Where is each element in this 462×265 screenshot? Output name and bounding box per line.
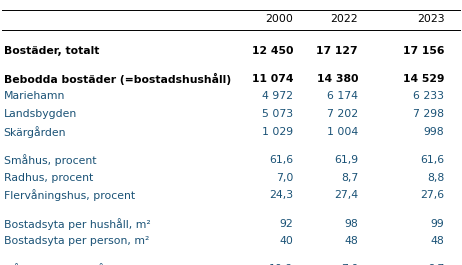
Text: 1 004: 1 004 <box>327 127 358 137</box>
Text: 8,7: 8,7 <box>341 173 358 183</box>
Text: 1 029: 1 029 <box>262 127 293 137</box>
Text: 14 380: 14 380 <box>316 74 358 84</box>
Text: 12 450: 12 450 <box>252 46 293 56</box>
Text: 27,6: 27,6 <box>420 191 444 200</box>
Text: 7,0: 7,0 <box>340 264 358 265</box>
Text: 2022: 2022 <box>330 14 358 24</box>
Text: 48: 48 <box>344 236 358 246</box>
Text: 61,9: 61,9 <box>334 155 358 165</box>
Text: 8,8: 8,8 <box>427 173 444 183</box>
Text: 17 156: 17 156 <box>403 46 444 56</box>
Text: 4 972: 4 972 <box>262 91 293 101</box>
Text: Flervåningshus, procent: Flervåningshus, procent <box>4 189 135 201</box>
Text: Skärgården: Skärgården <box>4 126 66 138</box>
Text: 998: 998 <box>424 127 444 137</box>
Text: 6 174: 6 174 <box>327 91 358 101</box>
Text: 7,0: 7,0 <box>276 173 293 183</box>
Text: 10,9: 10,9 <box>269 264 293 265</box>
Text: Bostadsyta per hushåll, m²: Bostadsyta per hushåll, m² <box>4 218 151 229</box>
Text: Bostäder, totalt: Bostäder, totalt <box>4 46 99 56</box>
Text: 2000: 2000 <box>266 14 293 24</box>
Text: 99: 99 <box>431 219 444 229</box>
Text: 7 298: 7 298 <box>413 109 444 119</box>
Text: 11 074: 11 074 <box>252 74 293 84</box>
Text: 17 127: 17 127 <box>316 46 358 56</box>
Text: Mariehamn: Mariehamn <box>4 91 65 101</box>
Text: 5 073: 5 073 <box>262 109 293 119</box>
Text: 14 529: 14 529 <box>403 74 444 84</box>
Text: 48: 48 <box>431 236 444 246</box>
Text: 61,6: 61,6 <box>420 155 444 165</box>
Text: 6 233: 6 233 <box>413 91 444 101</box>
Text: 24,3: 24,3 <box>269 191 293 200</box>
Text: 98: 98 <box>344 219 358 229</box>
Text: Landsbygden: Landsbygden <box>4 109 77 119</box>
Text: Radhus, procent: Radhus, procent <box>4 173 93 183</box>
Text: Bebodda bostäder (=bostadshushåll): Bebodda bostäder (=bostadshushåll) <box>4 73 231 85</box>
Text: Trångbodda hushåll, procent: Trångbodda hushåll, procent <box>4 263 159 265</box>
Text: 6,7: 6,7 <box>427 264 444 265</box>
Text: Småhus, procent: Småhus, procent <box>4 154 96 166</box>
Text: 2023: 2023 <box>417 14 444 24</box>
Text: 61,6: 61,6 <box>269 155 293 165</box>
Text: 27,4: 27,4 <box>334 191 358 200</box>
Text: Bostadsyta per person, m²: Bostadsyta per person, m² <box>4 236 149 246</box>
Text: 92: 92 <box>280 219 293 229</box>
Text: 7 202: 7 202 <box>327 109 358 119</box>
Text: 40: 40 <box>280 236 293 246</box>
